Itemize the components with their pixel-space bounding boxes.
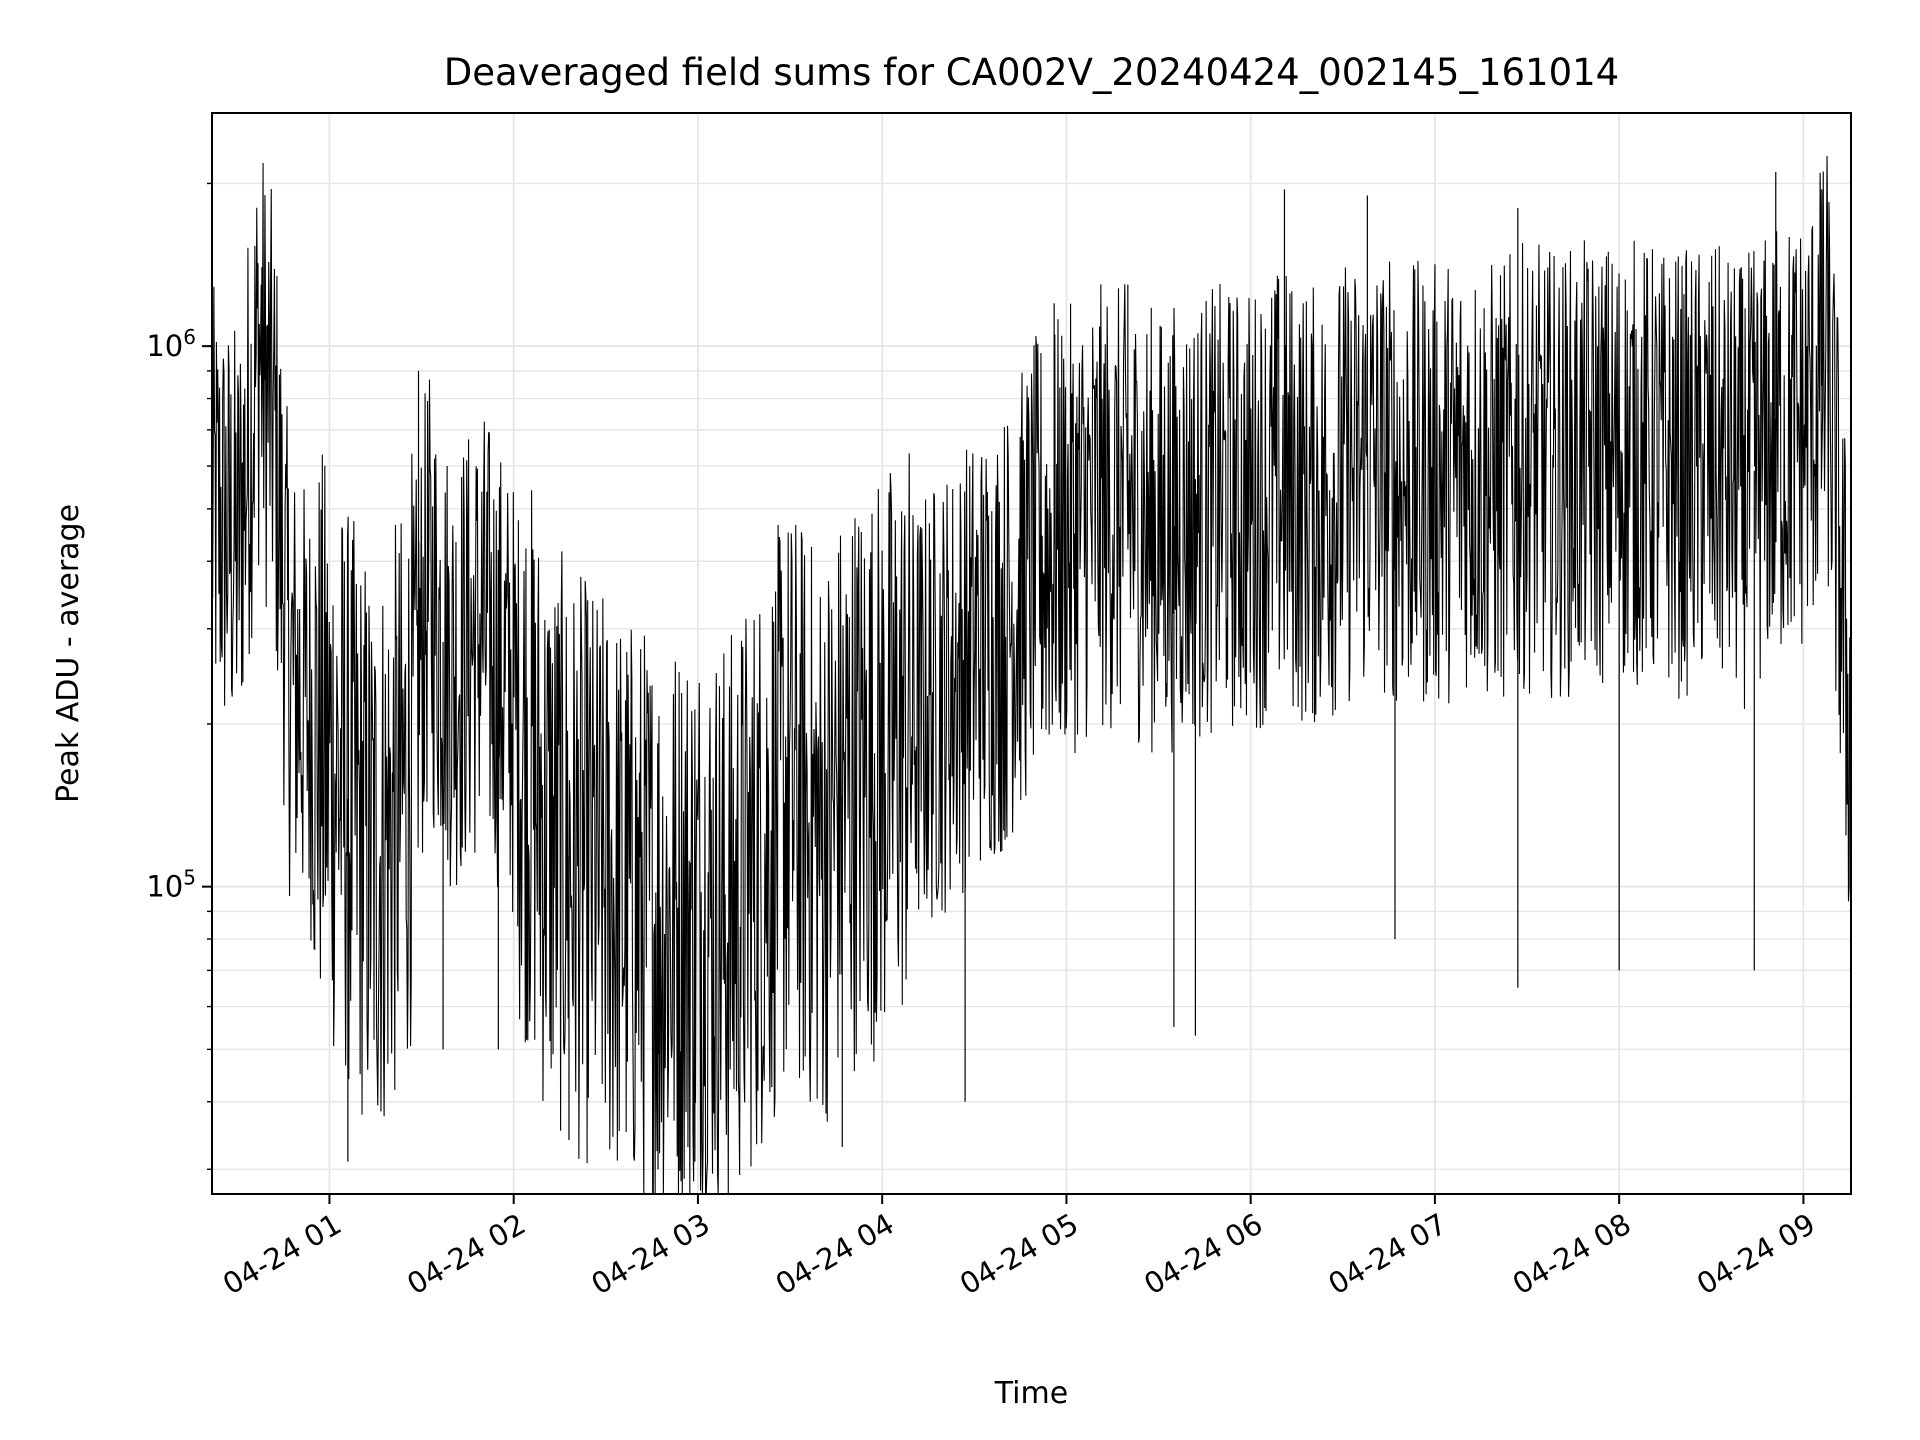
- plot-frame: [211, 112, 1852, 1195]
- chart-title: Deaveraged field sums for CA002V_2024042…: [444, 51, 1619, 94]
- x-axis-title: Time: [994, 1376, 1068, 1411]
- y-axis: 105 106: [146, 182, 212, 1170]
- series-layer: [212, 155, 1851, 1194]
- y-tick-label: 106: [146, 325, 196, 363]
- y-tick-label: 105: [146, 866, 196, 904]
- plot-area: [212, 155, 1851, 1194]
- y-axis-title: Peak ADU - average: [51, 504, 86, 803]
- series-line: [212, 155, 1851, 1194]
